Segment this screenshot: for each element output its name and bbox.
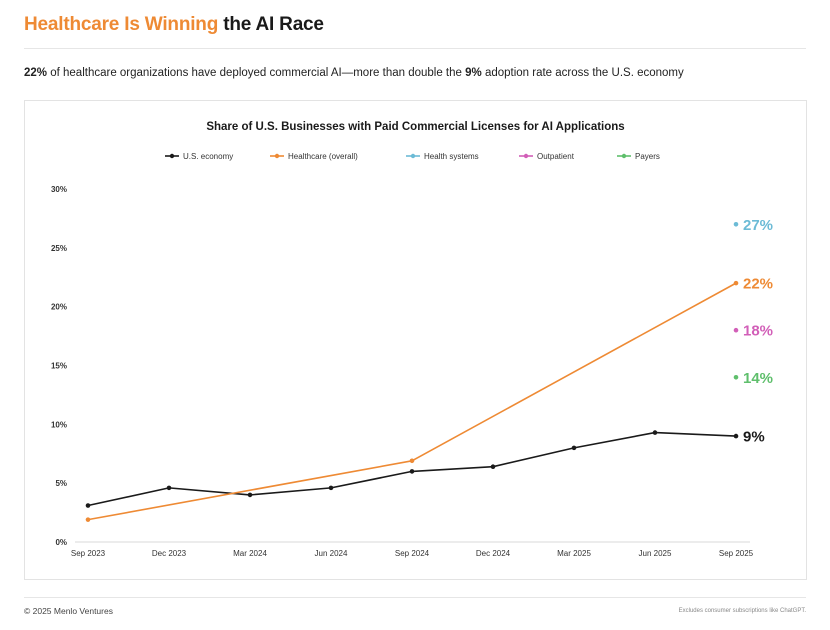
chart-title: Share of U.S. Businesses with Paid Comme…	[206, 121, 625, 133]
legend-marker	[621, 153, 627, 159]
data-point	[85, 517, 91, 522]
subtitle-stat-healthcare: 22%	[24, 67, 48, 79]
y-tick-label: 15%	[51, 362, 67, 371]
legend-marker	[523, 153, 529, 159]
y-tick-label: 25%	[51, 244, 67, 253]
data-point	[490, 464, 496, 469]
x-tick-label: Jun 2024	[315, 549, 348, 558]
data-point	[652, 430, 658, 435]
legend-marker	[274, 153, 280, 159]
data-point	[166, 485, 172, 491]
series-line	[87, 282, 737, 521]
x-tick-label: Jun 2025	[639, 549, 672, 558]
y-tick-label: 0%	[55, 538, 67, 547]
data-point	[733, 374, 739, 380]
header-divider	[24, 48, 806, 49]
subtitle: 22% of healthcare organizations have dep…	[24, 67, 814, 79]
y-tick-label: 5%	[55, 479, 67, 488]
subtitle-text-1: of healthcare organizations have deploye…	[47, 67, 466, 79]
y-tick-label: 10%	[51, 420, 67, 429]
data-point	[247, 492, 253, 498]
legend-label: Payers	[635, 152, 660, 161]
legend-label: Health systems	[424, 152, 479, 161]
page-title-accent: Healthcare Is Winning	[24, 14, 219, 35]
legend-label: Healthcare (overall)	[288, 152, 358, 161]
data-point	[409, 458, 415, 464]
x-tick-label: Mar 2024	[233, 549, 267, 558]
page-title: Healthcare Is Winning the AI Race	[24, 14, 324, 36]
data-point	[733, 280, 739, 286]
footnote: Excludes consumer subscriptions like Cha…	[678, 608, 806, 614]
legend-label: Outpatient	[537, 152, 575, 161]
data-point	[733, 433, 739, 439]
data-point	[85, 503, 91, 508]
line-chart: 0% 5% 10% 15% 20% 25% 30% Sep 2023 Dec 2023 Mar 2…	[51, 152, 773, 558]
end-value-label: 14%	[743, 370, 773, 387]
subtitle-text-2: adoption rate across the U.S. economy	[481, 67, 684, 79]
x-tick-label: Dec 2024	[476, 549, 511, 558]
end-value-label: 22%	[743, 276, 773, 293]
data-point	[328, 485, 334, 491]
chart-panel: Share of U.S. Businesses with Paid Comme…	[24, 100, 807, 580]
x-tick-label: Dec 2023	[152, 549, 187, 558]
x-tick-label: Sep 2023	[71, 549, 106, 558]
subtitle-stat-economy: 9%	[465, 67, 482, 79]
y-tick-label: 30%	[51, 185, 67, 194]
legend-marker	[169, 153, 175, 159]
footer-divider	[24, 597, 806, 598]
data-point	[571, 445, 577, 451]
x-tick-label: Sep 2024	[395, 549, 430, 558]
x-tick-label: Sep 2025	[719, 549, 754, 558]
y-tick-label: 20%	[51, 303, 67, 312]
legend-label: U.S. economy	[183, 152, 233, 161]
end-value-label: 27%	[743, 217, 773, 234]
x-tick-label: Mar 2025	[557, 549, 591, 558]
copyright: © 2025 Menlo Ventures	[24, 606, 113, 616]
end-value-label: 9%	[743, 429, 765, 446]
series-line	[87, 431, 737, 507]
data-point	[733, 222, 739, 227]
end-value-label: 18%	[743, 323, 773, 340]
data-point	[409, 469, 415, 474]
data-point	[733, 327, 739, 333]
page-title-rest: the AI Race	[223, 14, 324, 35]
legend-marker	[410, 153, 416, 159]
